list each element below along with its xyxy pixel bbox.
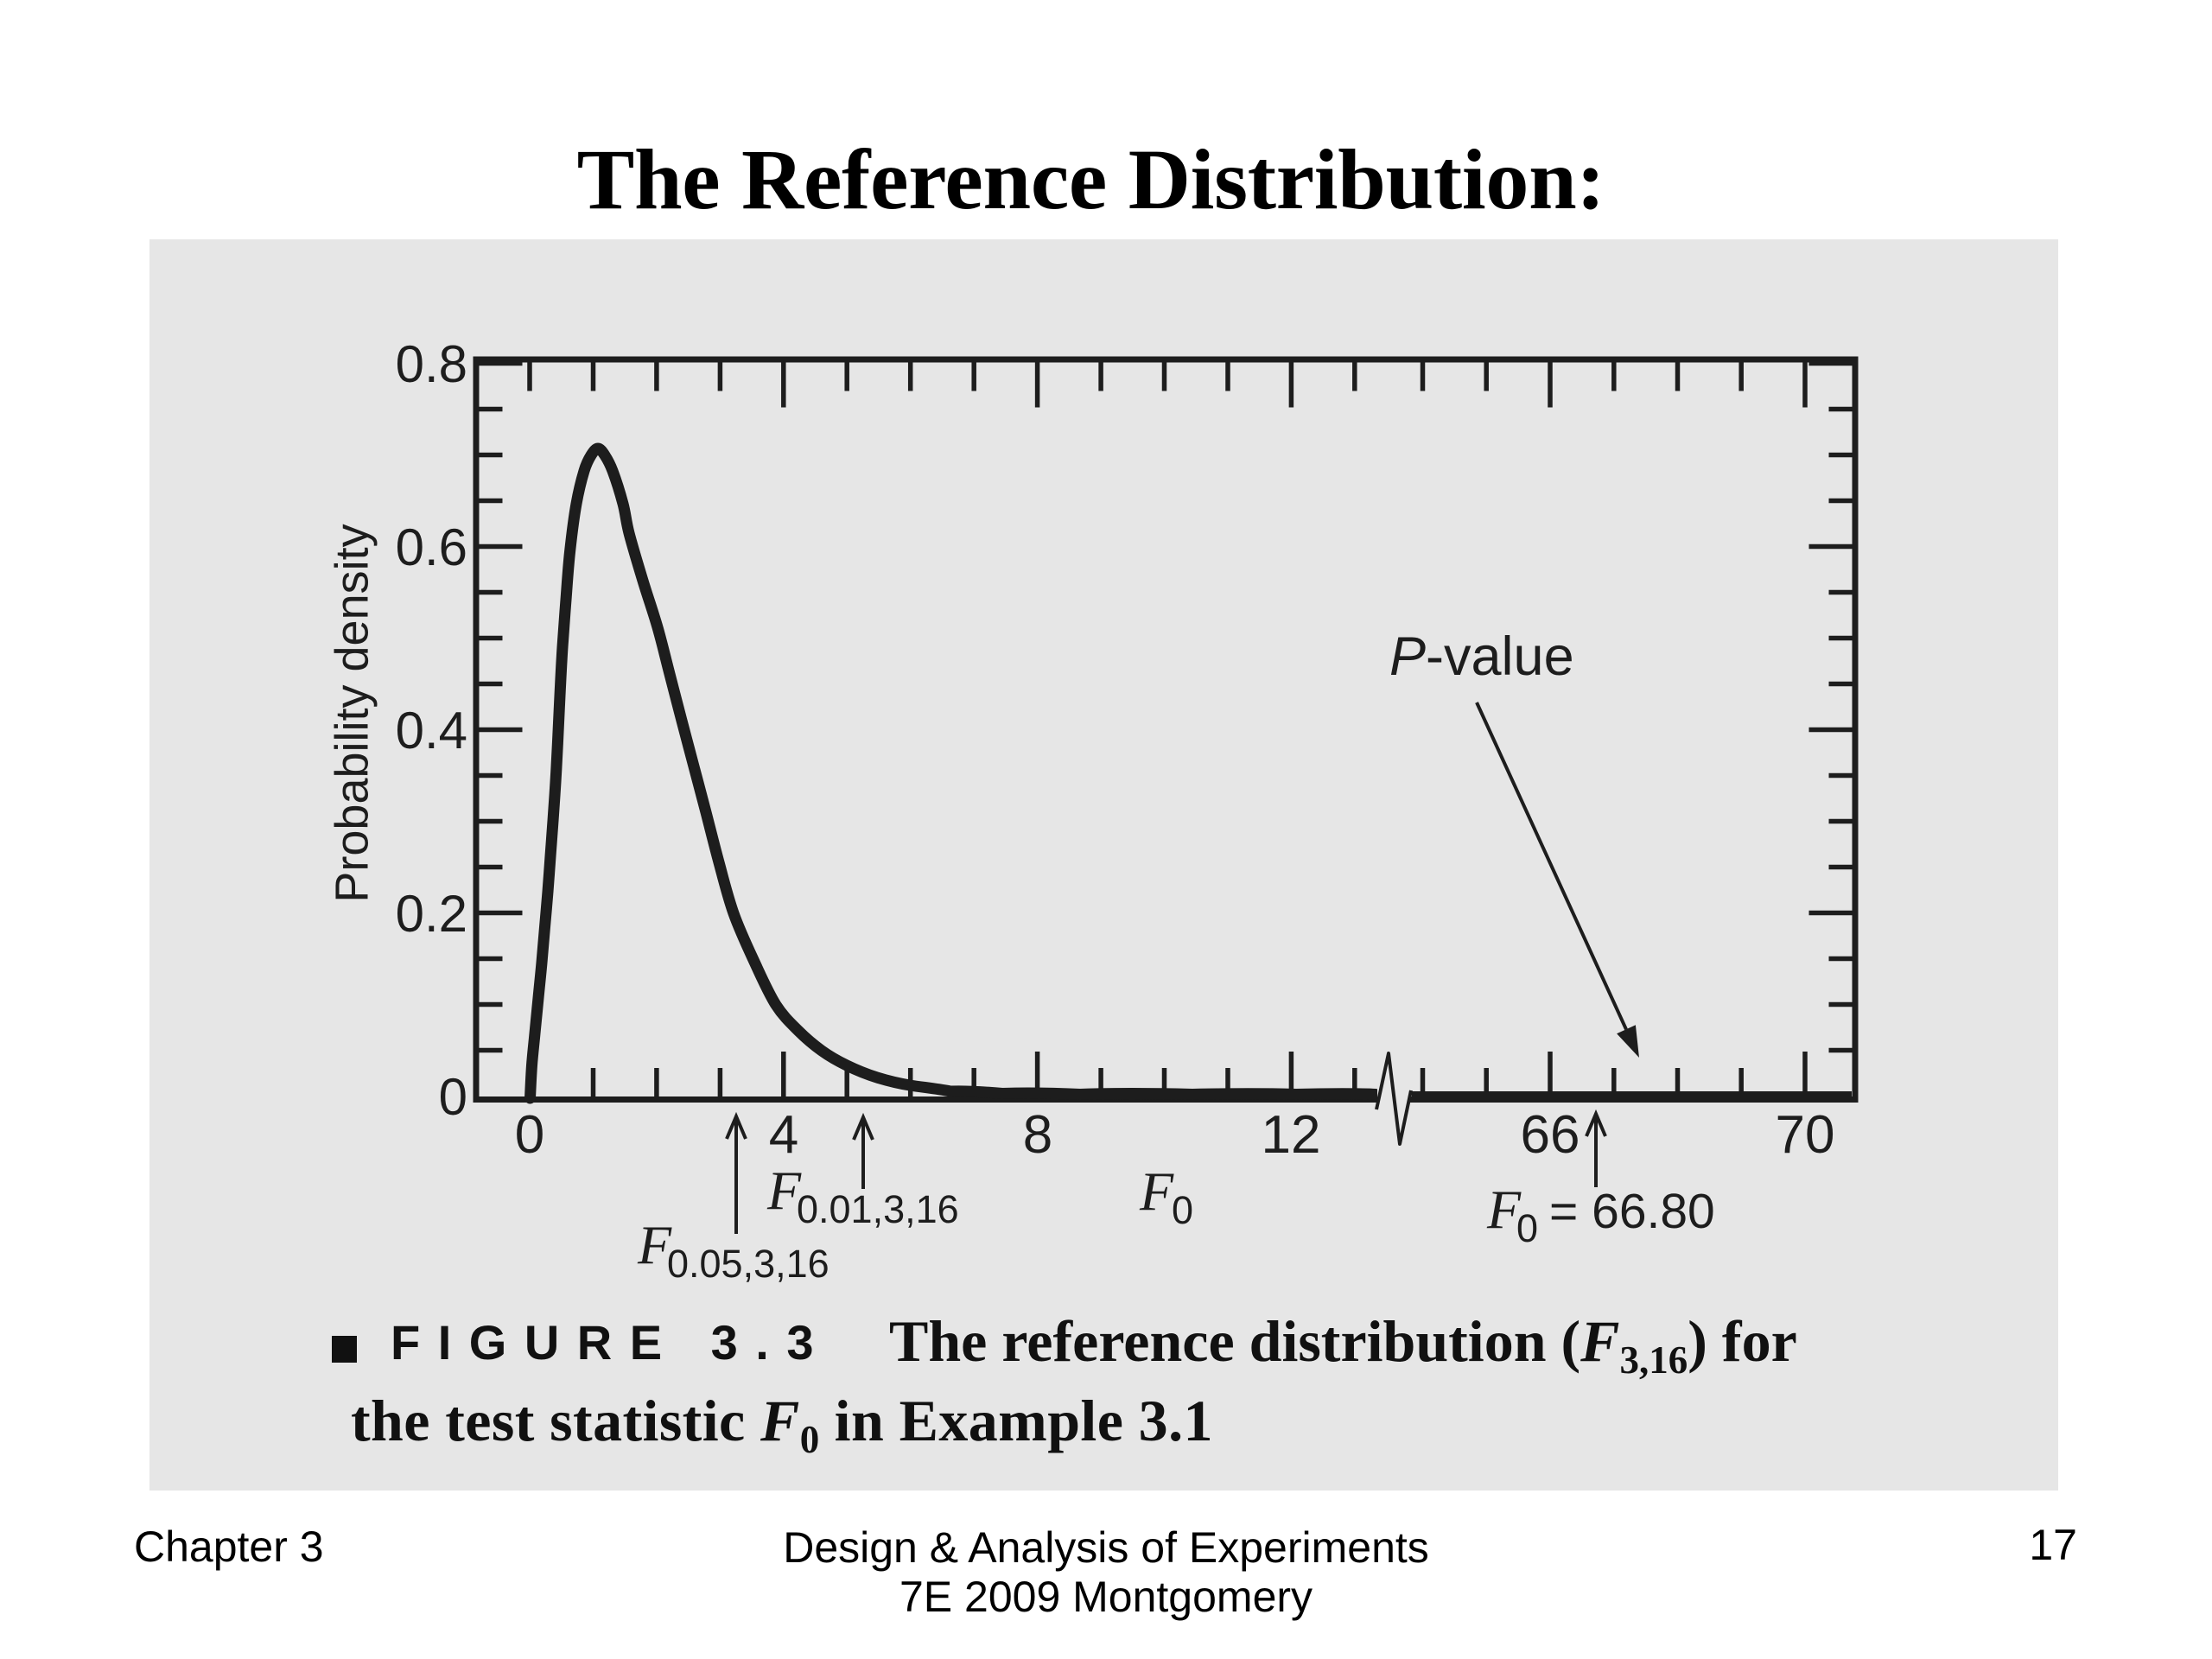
svg-text:P-value: P-value	[1389, 626, 1574, 687]
svg-text:8: 8	[1023, 1105, 1052, 1165]
svg-text:70: 70	[1776, 1105, 1835, 1165]
svg-text:0.8: 0.8	[396, 335, 467, 393]
svg-text:0.01,3,16: 0.01,3,16	[797, 1187, 959, 1231]
svg-text:0.6: 0.6	[396, 518, 467, 576]
svg-text:0: 0	[439, 1068, 467, 1126]
svg-text:66: 66	[1521, 1105, 1580, 1165]
svg-text:12: 12	[1262, 1105, 1321, 1165]
svg-text:F: F	[637, 1214, 672, 1275]
svg-text:Probability density: Probability density	[327, 524, 378, 902]
svg-text:0: 0	[515, 1105, 544, 1165]
svg-text:0.05,3,16: 0.05,3,16	[667, 1242, 830, 1286]
svg-text:0.2: 0.2	[396, 885, 467, 943]
svg-text:0: 0	[1172, 1188, 1193, 1232]
svg-text:4: 4	[769, 1105, 798, 1165]
svg-text:= 66.80: = 66.80	[1549, 1184, 1715, 1239]
svg-text:0.4: 0.4	[396, 702, 467, 760]
svg-text:F: F	[1486, 1179, 1522, 1240]
svg-text:F: F	[766, 1160, 802, 1221]
svg-text:0: 0	[1516, 1206, 1538, 1250]
svg-text:F: F	[1139, 1160, 1174, 1222]
